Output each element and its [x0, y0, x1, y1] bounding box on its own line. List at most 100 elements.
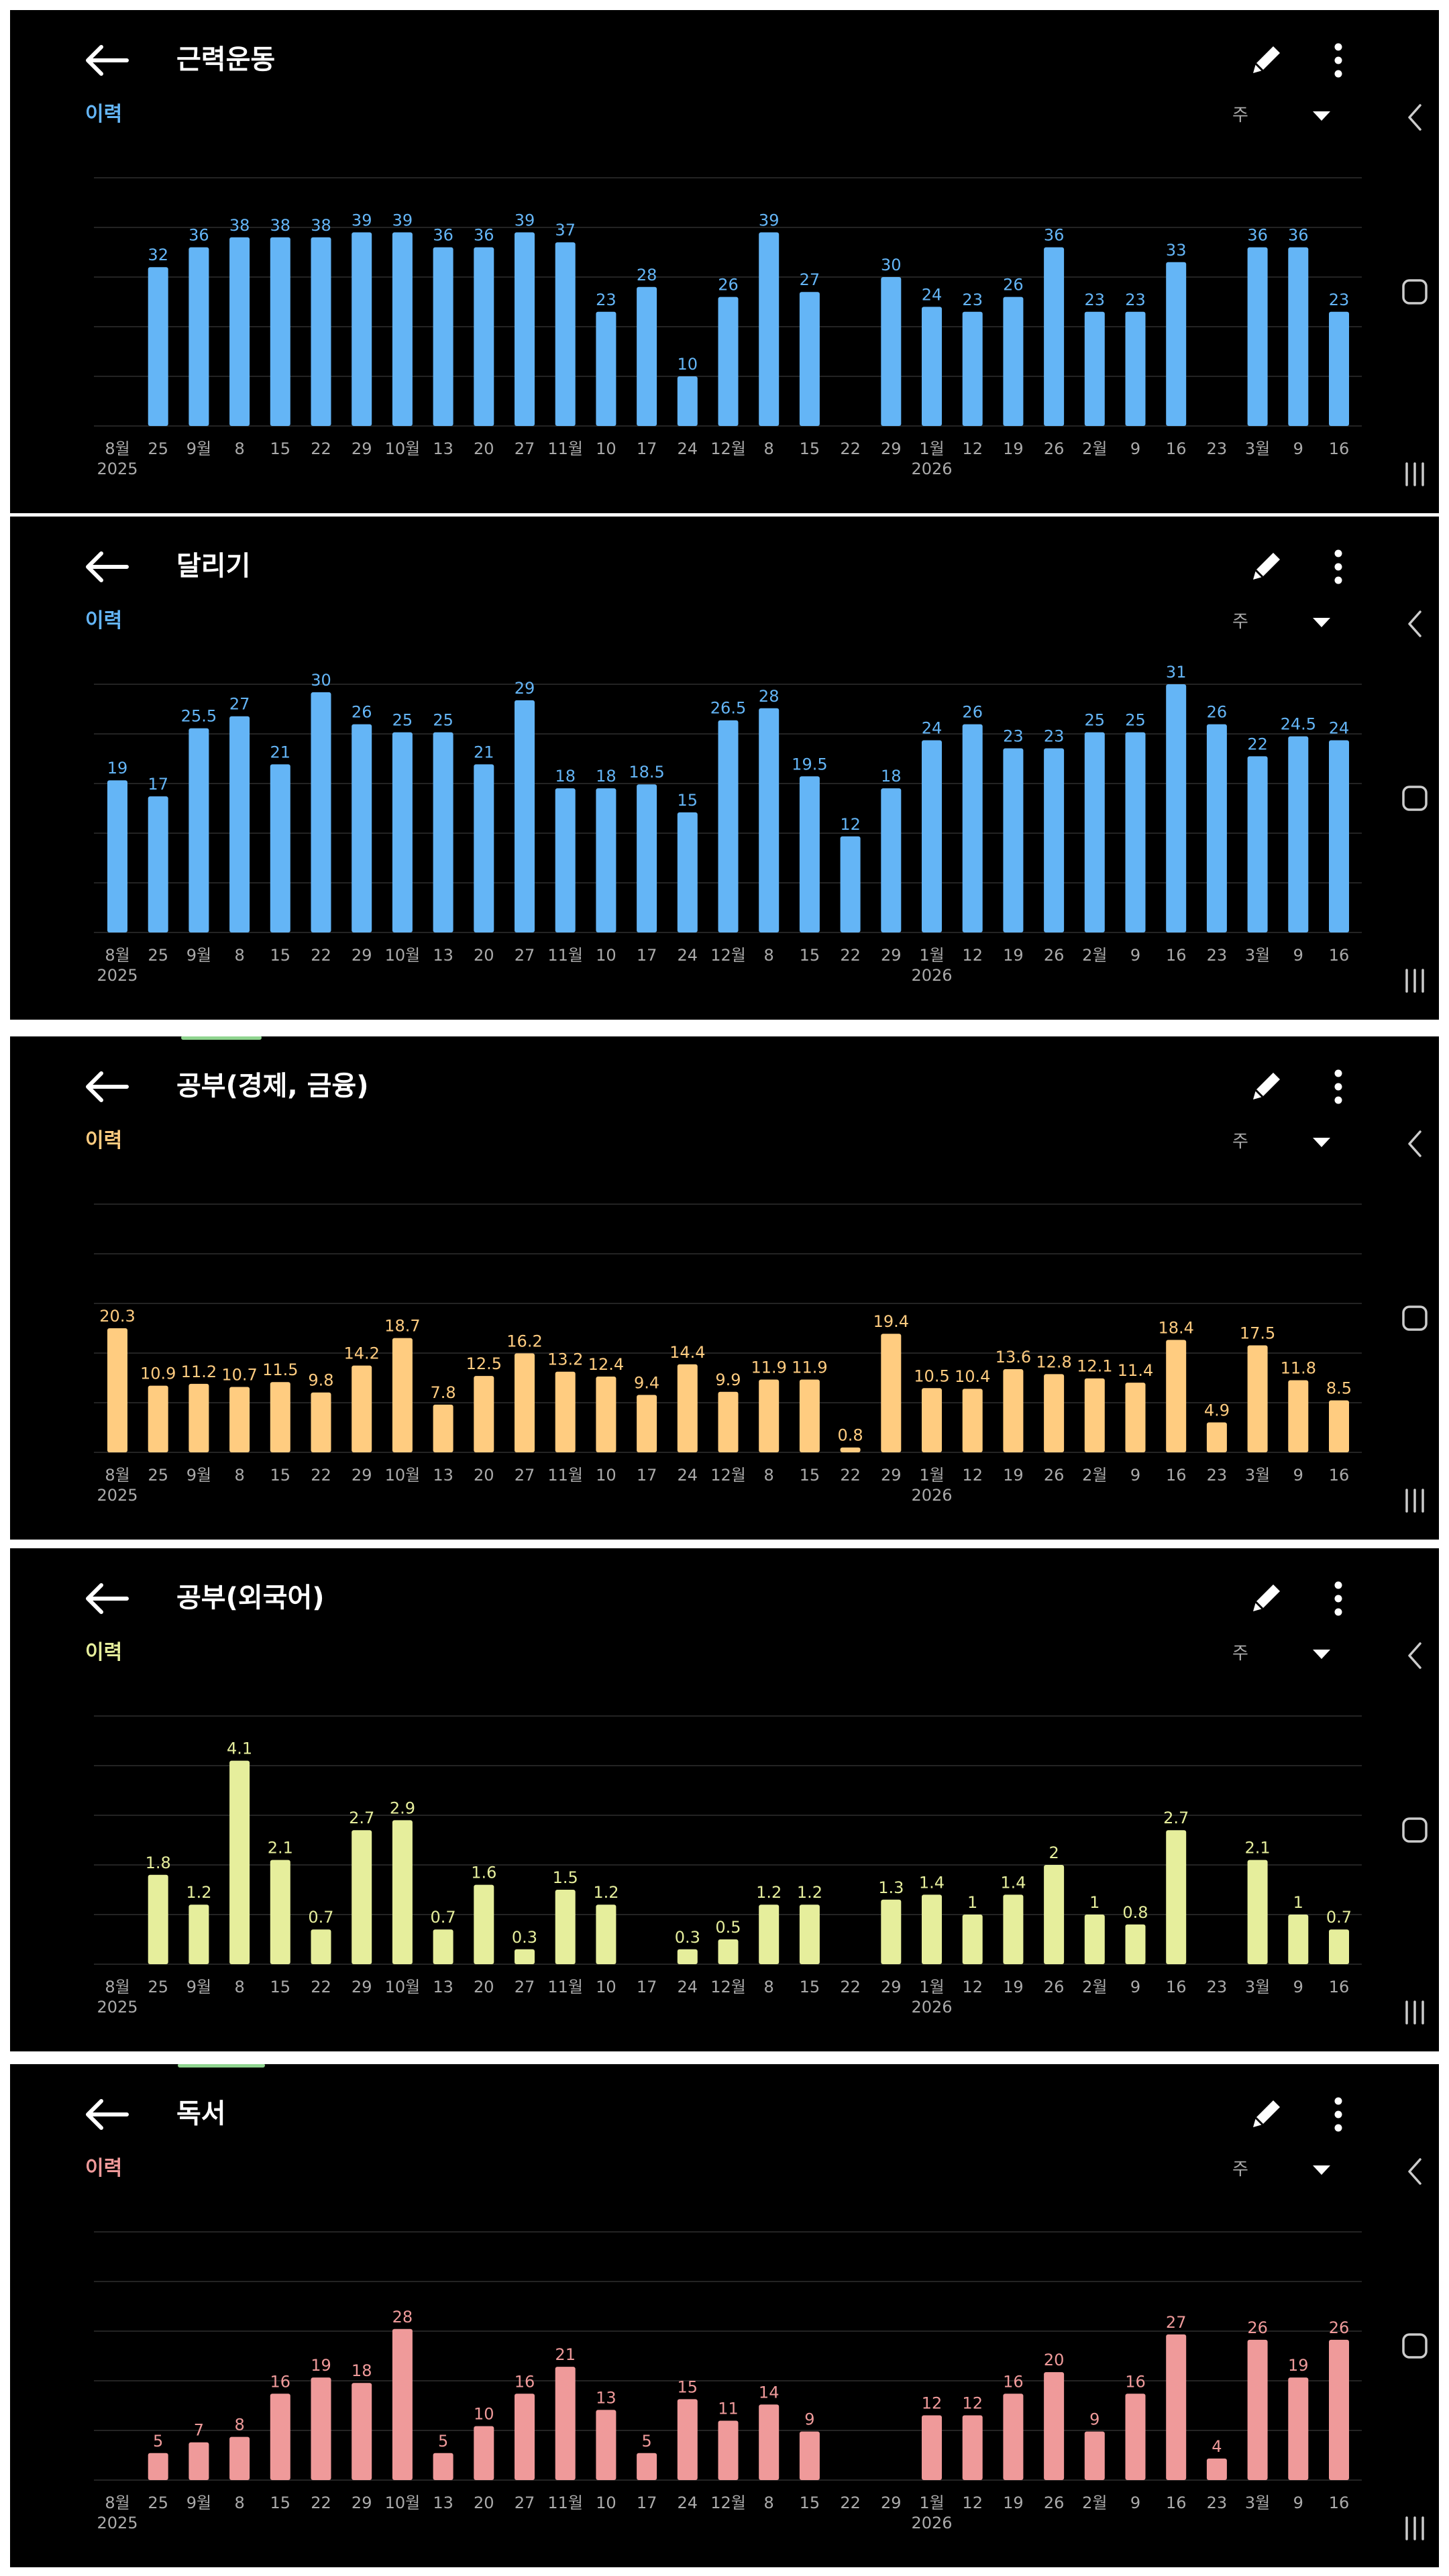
- bar[interactable]: [1044, 247, 1065, 426]
- bar[interactable]: [352, 232, 372, 426]
- nav-home-icon[interactable]: [1401, 2332, 1428, 2359]
- nav-back-icon[interactable]: [1407, 2157, 1423, 2186]
- bar[interactable]: [596, 1904, 616, 1964]
- nav-home-icon[interactable]: [1401, 1817, 1428, 1843]
- bar[interactable]: [718, 297, 739, 426]
- bar[interactable]: [311, 1929, 331, 1964]
- edit-pencil-icon[interactable]: [1249, 2096, 1284, 2131]
- bar[interactable]: [392, 732, 413, 932]
- edit-pencil-icon[interactable]: [1249, 1580, 1284, 1615]
- bar[interactable]: [1084, 1915, 1105, 1964]
- bar[interactable]: [392, 2328, 413, 2480]
- nav-recent-apps-icon[interactable]: [1401, 461, 1428, 488]
- nav-home-icon[interactable]: [1401, 1305, 1428, 1332]
- bar[interactable]: [596, 788, 616, 932]
- bar[interactable]: [799, 1904, 820, 1964]
- dropdown-arrow-icon[interactable]: [1311, 616, 1332, 629]
- bar[interactable]: [555, 1371, 576, 1452]
- bar[interactable]: [148, 267, 168, 426]
- bar[interactable]: [474, 1884, 494, 1964]
- bar[interactable]: [555, 1890, 576, 1964]
- bar[interactable]: [596, 2410, 616, 2480]
- bar[interactable]: [1288, 2377, 1309, 2480]
- bar[interactable]: [759, 1379, 780, 1452]
- bar[interactable]: [1206, 1422, 1227, 1452]
- bar[interactable]: [1084, 311, 1105, 426]
- bar[interactable]: [474, 2426, 494, 2480]
- period-select-value[interactable]: 주: [1232, 2159, 1248, 2180]
- bar[interactable]: [1288, 1915, 1309, 1964]
- bar[interactable]: [189, 1383, 209, 1452]
- bar[interactable]: [433, 1929, 453, 1964]
- more-options-icon[interactable]: [1332, 42, 1345, 78]
- bar[interactable]: [1288, 1380, 1309, 1452]
- bar[interactable]: [1206, 724, 1227, 932]
- bar[interactable]: [107, 1328, 127, 1452]
- bar[interactable]: [1003, 1369, 1024, 1452]
- bar[interactable]: [922, 2415, 942, 2480]
- bar[interactable]: [229, 237, 250, 426]
- bar[interactable]: [229, 2436, 250, 2480]
- bar[interactable]: [799, 2431, 820, 2480]
- bar[interactable]: [962, 311, 983, 426]
- bar[interactable]: [637, 2453, 657, 2480]
- bar[interactable]: [922, 1388, 942, 1452]
- bar[interactable]: [799, 292, 820, 426]
- bar[interactable]: [1125, 311, 1146, 426]
- more-options-icon[interactable]: [1332, 1580, 1345, 1617]
- bar[interactable]: [718, 720, 739, 932]
- bar[interactable]: [352, 2383, 372, 2480]
- bar[interactable]: [759, 2404, 780, 2480]
- back-arrow-icon[interactable]: [85, 44, 132, 77]
- bar[interactable]: [962, 2415, 983, 2480]
- bar[interactable]: [1125, 732, 1146, 932]
- bar[interactable]: [352, 1365, 372, 1452]
- bar[interactable]: [1247, 2339, 1268, 2480]
- bar[interactable]: [677, 1364, 698, 1452]
- nav-home-icon[interactable]: [1401, 278, 1428, 305]
- bar[interactable]: [677, 1949, 698, 1964]
- bar[interactable]: [1166, 262, 1187, 426]
- edit-pencil-icon[interactable]: [1249, 42, 1284, 77]
- bar[interactable]: [1166, 684, 1187, 932]
- bar[interactable]: [1329, 1929, 1349, 1964]
- bar[interactable]: [881, 277, 902, 426]
- nav-back-icon[interactable]: [1407, 1641, 1423, 1670]
- bar[interactable]: [270, 237, 290, 426]
- bar[interactable]: [881, 1334, 902, 1452]
- bar[interactable]: [270, 1382, 290, 1452]
- bar[interactable]: [1329, 1400, 1349, 1452]
- bar[interactable]: [270, 1860, 290, 1964]
- bar[interactable]: [1044, 748, 1065, 932]
- bar[interactable]: [718, 2420, 739, 2480]
- bar[interactable]: [718, 1939, 739, 1964]
- bar[interactable]: [1003, 297, 1024, 426]
- bar[interactable]: [1247, 756, 1268, 932]
- dropdown-arrow-icon[interactable]: [1311, 109, 1332, 123]
- edit-pencil-icon[interactable]: [1249, 1069, 1284, 1104]
- bar[interactable]: [759, 708, 780, 932]
- more-options-icon[interactable]: [1332, 2096, 1345, 2133]
- bar[interactable]: [148, 1874, 168, 1964]
- bar[interactable]: [718, 1391, 739, 1452]
- bar[interactable]: [311, 2377, 331, 2480]
- bar[interactable]: [189, 2442, 209, 2480]
- period-select-value[interactable]: 주: [1232, 1644, 1248, 1664]
- bar[interactable]: [637, 286, 657, 426]
- bar[interactable]: [1044, 1374, 1065, 1452]
- nav-back-icon[interactable]: [1407, 1129, 1423, 1159]
- bar[interactable]: [433, 1404, 453, 1452]
- bar[interactable]: [596, 311, 616, 426]
- bar[interactable]: [433, 732, 453, 932]
- bar[interactable]: [1166, 1340, 1187, 1452]
- bar[interactable]: [352, 1830, 372, 1964]
- bar[interactable]: [1125, 1383, 1146, 1452]
- nav-back-icon[interactable]: [1407, 609, 1423, 639]
- bar[interactable]: [270, 764, 290, 932]
- bar[interactable]: [1329, 311, 1349, 426]
- more-options-icon[interactable]: [1332, 549, 1345, 585]
- nav-recent-apps-icon[interactable]: [1401, 967, 1428, 994]
- bar[interactable]: [515, 2394, 535, 2480]
- bar[interactable]: [799, 776, 820, 932]
- bar[interactable]: [1247, 1860, 1268, 1964]
